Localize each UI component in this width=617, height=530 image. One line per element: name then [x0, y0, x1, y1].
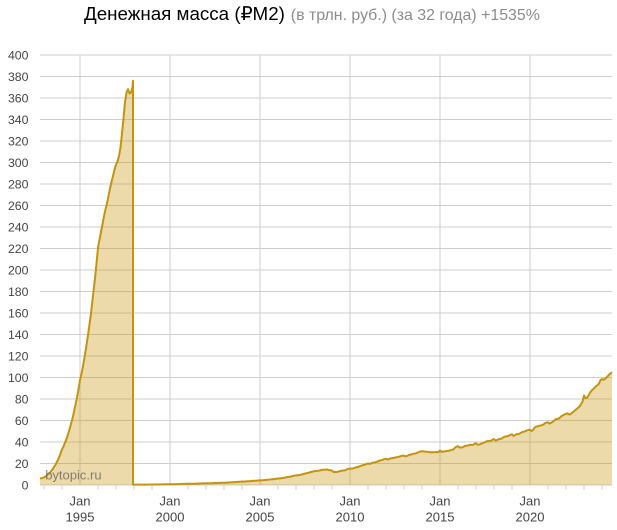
svg-text:280: 280: [8, 177, 29, 191]
svg-text:Jan: Jan: [430, 494, 451, 509]
svg-text:0: 0: [22, 478, 29, 492]
svg-text:100: 100: [8, 371, 29, 385]
svg-text:400: 400: [8, 48, 29, 62]
svg-text:1995: 1995: [66, 510, 95, 525]
svg-text:2000: 2000: [156, 510, 185, 525]
svg-text:120: 120: [8, 349, 29, 363]
svg-text:240: 240: [8, 220, 29, 234]
svg-text:160: 160: [8, 306, 29, 320]
svg-text:Jan: Jan: [160, 494, 181, 509]
svg-text:2015: 2015: [426, 510, 455, 525]
svg-text:220: 220: [8, 242, 29, 256]
svg-text:2020: 2020: [516, 510, 545, 525]
svg-text:340: 340: [8, 113, 29, 127]
svg-text:260: 260: [8, 199, 29, 213]
svg-text:380: 380: [8, 70, 29, 84]
svg-text:360: 360: [8, 91, 29, 105]
svg-text:180: 180: [8, 285, 29, 299]
svg-text:Jan: Jan: [340, 494, 361, 509]
svg-text:2010: 2010: [336, 510, 365, 525]
svg-text:Jan: Jan: [70, 494, 91, 509]
svg-text:40: 40: [15, 435, 29, 449]
svg-text:200: 200: [8, 263, 29, 277]
svg-text:Jan: Jan: [250, 494, 271, 509]
svg-text:20: 20: [15, 457, 29, 471]
svg-text:60: 60: [15, 414, 29, 428]
svg-text:300: 300: [8, 156, 29, 170]
svg-text:140: 140: [8, 328, 29, 342]
svg-text:2005: 2005: [246, 510, 275, 525]
svg-text:80: 80: [15, 392, 29, 406]
svg-text:320: 320: [8, 134, 29, 148]
svg-text:bytopic.ru: bytopic.ru: [45, 467, 101, 482]
svg-text:Jan: Jan: [520, 494, 541, 509]
